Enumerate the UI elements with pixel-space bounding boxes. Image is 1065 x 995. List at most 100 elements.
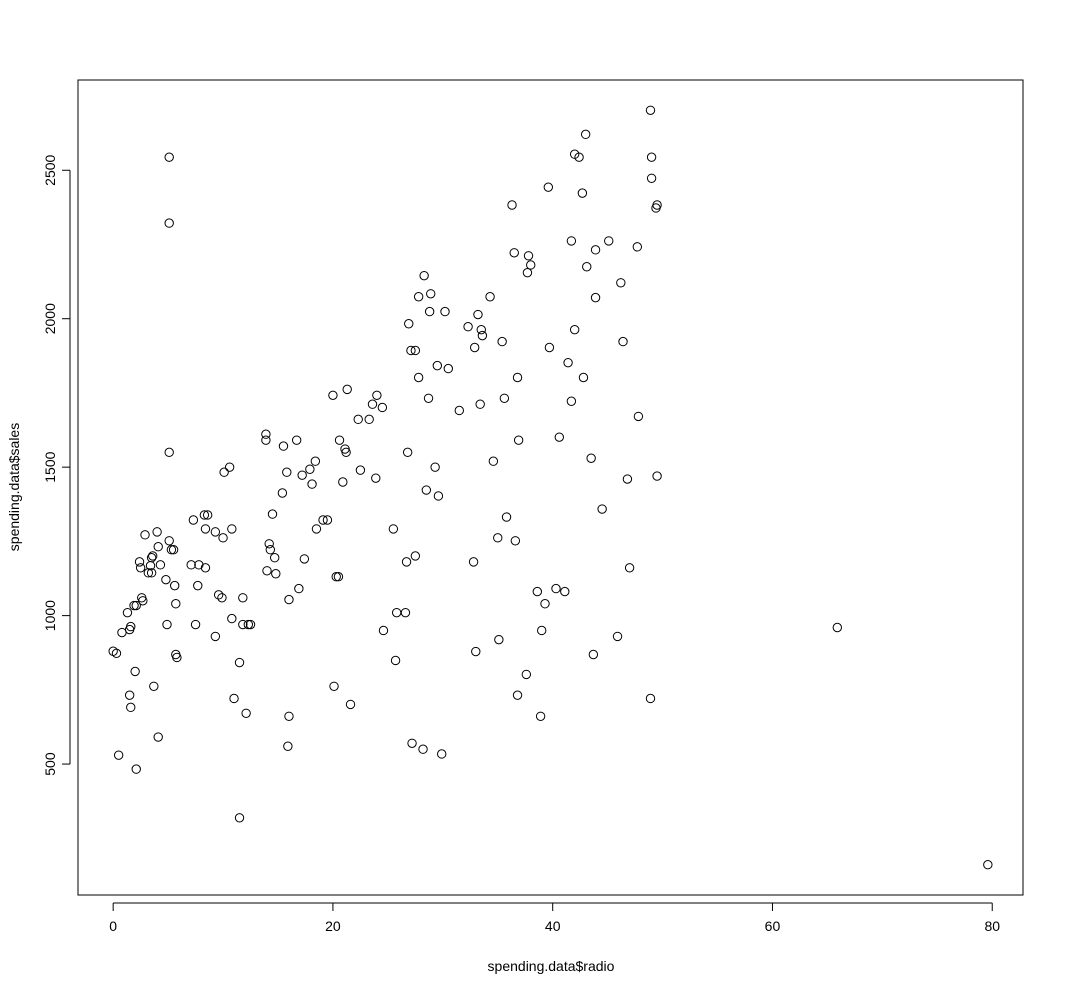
data-point bbox=[421, 485, 432, 495]
data-point bbox=[152, 527, 162, 537]
data-point bbox=[161, 574, 171, 585]
data-point bbox=[499, 393, 510, 403]
data-point bbox=[582, 262, 592, 272]
data-point bbox=[294, 583, 304, 594]
data-point bbox=[509, 248, 519, 258]
data-point bbox=[468, 557, 479, 567]
data-point bbox=[832, 622, 842, 633]
data-point bbox=[227, 524, 237, 534]
data-point bbox=[402, 447, 413, 458]
data-point bbox=[213, 590, 224, 600]
x-tick-label: 80 bbox=[984, 918, 1000, 934]
data-point bbox=[537, 625, 547, 636]
data-point bbox=[164, 536, 174, 546]
data-point bbox=[168, 545, 179, 555]
data-point bbox=[155, 560, 166, 570]
data-point bbox=[171, 599, 181, 609]
data-point bbox=[162, 619, 172, 630]
y-axis-label: spending.data$sales bbox=[6, 423, 22, 551]
data-point bbox=[113, 750, 124, 760]
data-point bbox=[423, 393, 434, 403]
data-point bbox=[311, 524, 322, 534]
data-point bbox=[618, 336, 628, 347]
data-point bbox=[513, 435, 524, 445]
data-point bbox=[578, 372, 589, 383]
data-point bbox=[406, 345, 416, 356]
data-point bbox=[597, 504, 607, 514]
data-point bbox=[551, 583, 561, 594]
data-point bbox=[307, 479, 317, 489]
data-point bbox=[413, 372, 424, 383]
data-point bbox=[224, 462, 235, 472]
data-point bbox=[117, 627, 127, 638]
data-point bbox=[334, 435, 345, 445]
data-point bbox=[190, 619, 201, 630]
data-point bbox=[200, 563, 211, 573]
data-point bbox=[169, 580, 180, 591]
x-tick-label: 60 bbox=[765, 918, 781, 934]
data-point bbox=[269, 553, 280, 563]
data-point bbox=[488, 456, 499, 466]
data-point bbox=[646, 173, 657, 183]
data-point bbox=[443, 363, 454, 374]
data-point bbox=[543, 182, 554, 192]
data-point bbox=[586, 453, 596, 463]
data-point bbox=[512, 690, 523, 700]
data-point bbox=[364, 414, 374, 425]
data-point bbox=[238, 619, 248, 630]
data-point bbox=[566, 236, 577, 246]
data-point bbox=[245, 619, 256, 630]
data-point bbox=[149, 681, 159, 691]
data-point bbox=[521, 669, 532, 680]
data-point bbox=[535, 711, 546, 721]
data-point bbox=[566, 396, 577, 406]
data-point bbox=[612, 631, 623, 642]
data-point bbox=[590, 245, 601, 255]
x-axis-label: spending.data$radio bbox=[488, 958, 615, 974]
data-point bbox=[338, 477, 348, 487]
data-point bbox=[569, 324, 580, 335]
y-tick-label: 500 bbox=[42, 752, 58, 776]
data-point bbox=[646, 152, 657, 162]
data-point bbox=[400, 607, 411, 618]
data-point bbox=[172, 652, 182, 663]
data-point bbox=[261, 429, 271, 439]
data-point bbox=[433, 491, 444, 501]
data-point bbox=[218, 533, 228, 543]
data-point bbox=[227, 613, 237, 624]
y-tick-label: 2500 bbox=[42, 154, 58, 185]
data-point bbox=[345, 699, 356, 710]
data-point bbox=[199, 510, 210, 520]
data-point bbox=[407, 738, 417, 748]
y-axis: 500 1000 1500 2000 2500 bbox=[42, 154, 71, 776]
data-point bbox=[234, 813, 245, 823]
data-point bbox=[580, 129, 591, 140]
data-point bbox=[267, 509, 278, 519]
data-point bbox=[526, 260, 536, 270]
data-points bbox=[108, 105, 993, 870]
data-point bbox=[278, 441, 289, 451]
data-point bbox=[310, 456, 321, 466]
data-point bbox=[229, 693, 239, 704]
data-point bbox=[440, 306, 450, 317]
data-point bbox=[131, 600, 141, 611]
x-tick-label: 0 bbox=[109, 918, 117, 934]
data-point bbox=[624, 563, 635, 573]
data-point bbox=[463, 322, 473, 332]
data-point bbox=[371, 473, 381, 483]
data-point bbox=[271, 569, 281, 579]
data-point bbox=[355, 465, 366, 475]
data-point bbox=[194, 560, 204, 570]
data-point bbox=[143, 568, 154, 578]
x-tick-label: 20 bbox=[325, 918, 341, 934]
data-point bbox=[485, 292, 495, 302]
data-point bbox=[540, 599, 550, 609]
data-point bbox=[497, 336, 507, 347]
data-point bbox=[419, 270, 429, 281]
data-point bbox=[322, 515, 333, 525]
data-point bbox=[418, 744, 428, 754]
data-point bbox=[510, 536, 521, 546]
data-point bbox=[430, 462, 440, 472]
x-tick-label: 40 bbox=[545, 918, 561, 934]
data-point bbox=[146, 568, 157, 578]
